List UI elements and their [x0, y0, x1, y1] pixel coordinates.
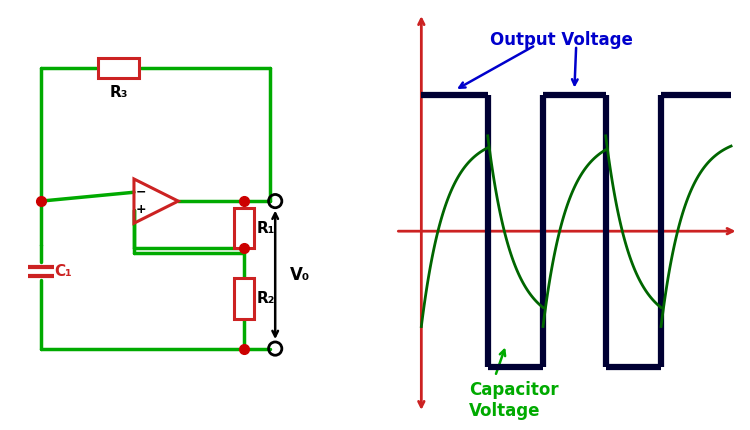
- Text: −: −: [135, 186, 146, 199]
- Bar: [234, 278, 254, 319]
- Text: R₂: R₂: [256, 291, 275, 306]
- Bar: [98, 58, 139, 79]
- Text: R₃: R₃: [110, 85, 128, 100]
- Text: Capacitor
Voltage: Capacitor Voltage: [470, 381, 559, 420]
- Text: +: +: [135, 203, 146, 216]
- Text: R₁: R₁: [256, 221, 275, 236]
- Text: C₁: C₁: [54, 264, 72, 279]
- Text: Output Voltage: Output Voltage: [490, 31, 633, 49]
- Text: V₀: V₀: [290, 266, 310, 284]
- Bar: [234, 208, 254, 248]
